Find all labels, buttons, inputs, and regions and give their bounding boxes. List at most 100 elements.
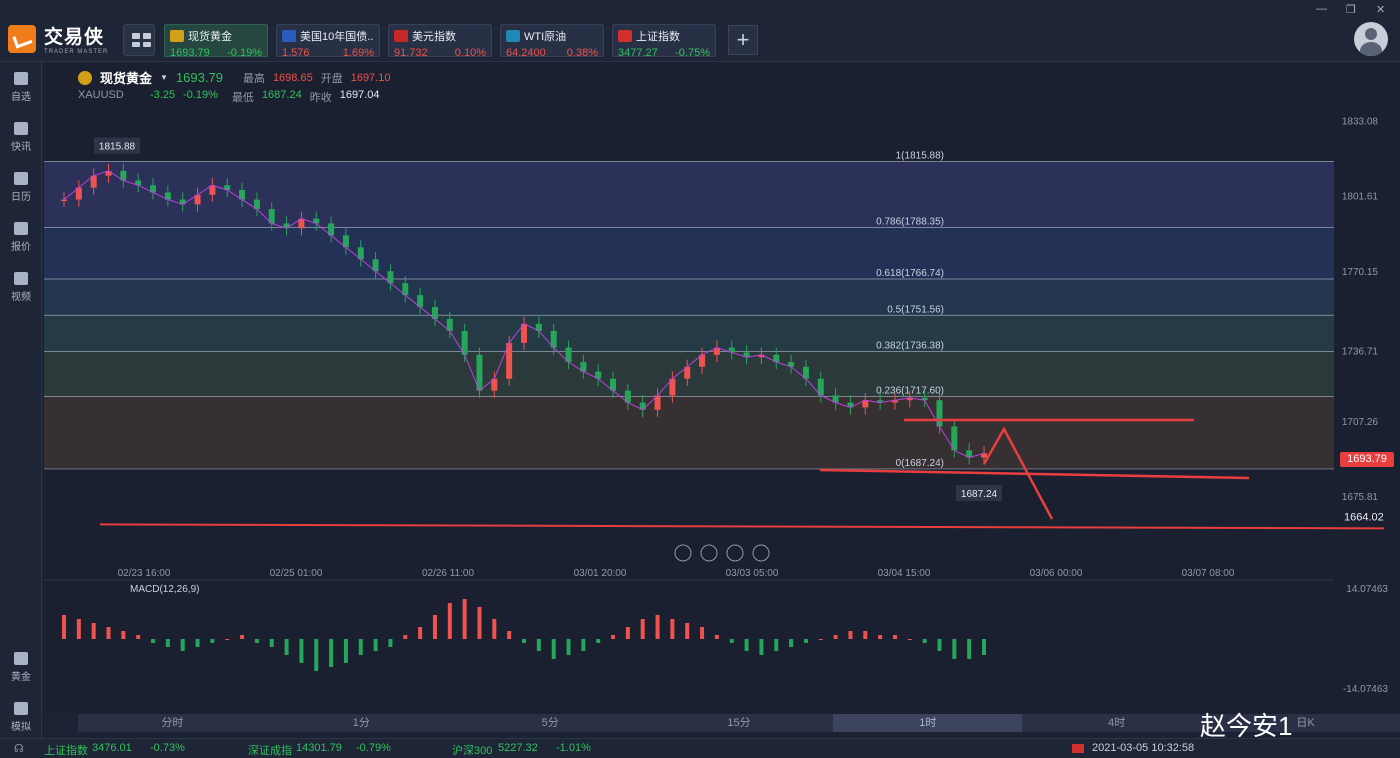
high-marker-box [94, 137, 140, 154]
zoom-in-icon[interactable] [752, 544, 770, 562]
macd-bar [447, 603, 452, 639]
macd-bar [418, 627, 423, 639]
macd-bar [522, 639, 526, 643]
period-tab-3[interactable]: 15分 [727, 717, 751, 729]
macd-label: MACD(12,26,9) [130, 584, 199, 595]
candle-body [431, 307, 438, 319]
macd-bar [596, 639, 601, 643]
minimize-icon[interactable]: — [1316, 3, 1327, 15]
grid-menu-button[interactable] [123, 24, 155, 56]
restore-icon[interactable]: ❐ [1346, 4, 1356, 16]
candle-body [164, 192, 171, 200]
macd-bar [284, 639, 289, 655]
macd-bar [581, 639, 586, 651]
logo-title: 交易侠 [44, 27, 105, 48]
macd-bar [106, 627, 111, 639]
macd-bar [136, 635, 141, 639]
forward-icon[interactable] [726, 544, 744, 562]
macd-bar [165, 639, 170, 647]
tab-4[interactable]: 上证指数 3477.27 -0.75% [612, 24, 716, 59]
candle-body [298, 218, 305, 229]
tab-0[interactable]: 现货黄金 1693.79 -0.19% [164, 24, 268, 59]
sidebar-item-4[interactable]: 视频 [0, 272, 42, 303]
period-tab-2[interactable]: 5分 [541, 717, 559, 729]
candle-body [684, 366, 691, 379]
app-logo: 交易侠 TRADER MASTER [8, 22, 108, 55]
alert-price: 1664.02 [1344, 511, 1384, 523]
candle-body [387, 271, 394, 284]
chart-area[interactable]: 1(1815.88) 0.786(1788.35) 0.618(1766.74) 0.… [44, 64, 1400, 714]
logo-icon [8, 24, 36, 53]
candle-body [728, 347, 735, 353]
candle-body [773, 354, 780, 362]
macd-bar [343, 639, 348, 663]
status-datetime: 2021-03-05 10:32:58 [1092, 742, 1195, 754]
candle-body [342, 235, 349, 248]
candle-body [476, 354, 483, 391]
close-icon[interactable]: ✕ [1376, 4, 1386, 16]
status-index2-change: -0.79% [356, 742, 391, 754]
symbol-header: 现货黄金 ▼ 1693.79 最高 1698.65 开盘 1697.10 XAU… [78, 68, 390, 105]
tab-1[interactable]: 美国10年国债... 1.576 1.69% [276, 24, 380, 59]
period-tab-4[interactable]: 1时 [833, 714, 1023, 732]
sidebar-item-label: 视频 [11, 292, 31, 303]
sidebar-item-label: 快讯 [11, 142, 31, 153]
rewind-icon[interactable] [700, 544, 718, 562]
macd-bar [462, 599, 467, 639]
macd-bar [640, 619, 645, 639]
sidebar-item-2[interactable]: 日历 [0, 172, 42, 203]
macd-bar [982, 639, 986, 655]
status-index1-name[interactable]: 上证指数 [44, 745, 88, 757]
macd-bar [670, 619, 675, 639]
x-tick-label: 02/23 16:00 [118, 568, 171, 579]
candle-body [966, 450, 973, 458]
candle-body [743, 352, 750, 358]
high-label: 最高 [242, 72, 265, 85]
candle-body [268, 209, 275, 224]
y-tick-label: 1770.15 [1342, 267, 1379, 278]
macd-bar [210, 639, 215, 643]
symbol-name[interactable]: 现货黄金 [100, 71, 153, 86]
candle-body [936, 400, 943, 427]
macd-bar [180, 639, 185, 651]
candle-body [847, 402, 854, 408]
sidebar-item-1[interactable]: 快讯 [0, 122, 42, 153]
macd-bar [863, 631, 868, 639]
candle-body [253, 199, 260, 210]
fib-band [44, 396, 1334, 469]
tab-3[interactable]: WTI原油 64.2400 0.38% [500, 24, 604, 59]
status-index2-name[interactable]: 深证成指 [248, 745, 292, 757]
sidebar-item-3[interactable]: 报价 [0, 222, 42, 253]
status-index3-name[interactable]: 沪深300 [452, 745, 493, 757]
low-value: 1687.24 [261, 89, 302, 101]
chevron-down-icon[interactable]: ▼ [160, 73, 168, 82]
tab-2[interactable]: 美元指数 91.732 0.10% [388, 24, 492, 59]
tab-name: 现货黄金 [188, 31, 232, 43]
sidebar-item-0[interactable]: 自选 [0, 72, 42, 103]
high-value: 1698.65 [272, 71, 313, 84]
china-flag-icon [1072, 744, 1084, 753]
price-chart[interactable]: 1(1815.88) 0.786(1788.35) 0.618(1766.74) 0.… [44, 64, 1400, 714]
headset-icon[interactable]: ☊ [14, 743, 24, 755]
add-tab-button[interactable]: + [728, 25, 758, 55]
period-tab-1[interactable]: 1分 [352, 717, 370, 729]
sidebar-item-6[interactable]: 模拟 [0, 702, 42, 733]
status-index3-change: -1.01% [556, 742, 591, 754]
candle-body [788, 362, 795, 367]
x-tick-label: 03/01 20:00 [574, 568, 627, 579]
zoom-out-icon[interactable] [674, 544, 692, 562]
candle-body [669, 378, 676, 396]
sidebar-item-5[interactable]: 黄金 [0, 652, 42, 683]
macd-bar [432, 615, 437, 639]
period-tab-0[interactable]: 分时 [161, 717, 184, 729]
arrow-path [982, 426, 1054, 520]
sidebar-item-label: 黄金 [11, 672, 31, 683]
period-tab-5[interactable]: 4时 [1108, 717, 1126, 729]
period-tab-6[interactable]: 日K [1296, 717, 1315, 729]
macd-bar [62, 615, 66, 639]
weibo-watermark: 赵今安1 [1200, 711, 1293, 741]
macd-bar [789, 639, 794, 647]
candle-body [313, 218, 320, 224]
candle-body [862, 400, 869, 408]
avatar[interactable] [1354, 22, 1388, 56]
